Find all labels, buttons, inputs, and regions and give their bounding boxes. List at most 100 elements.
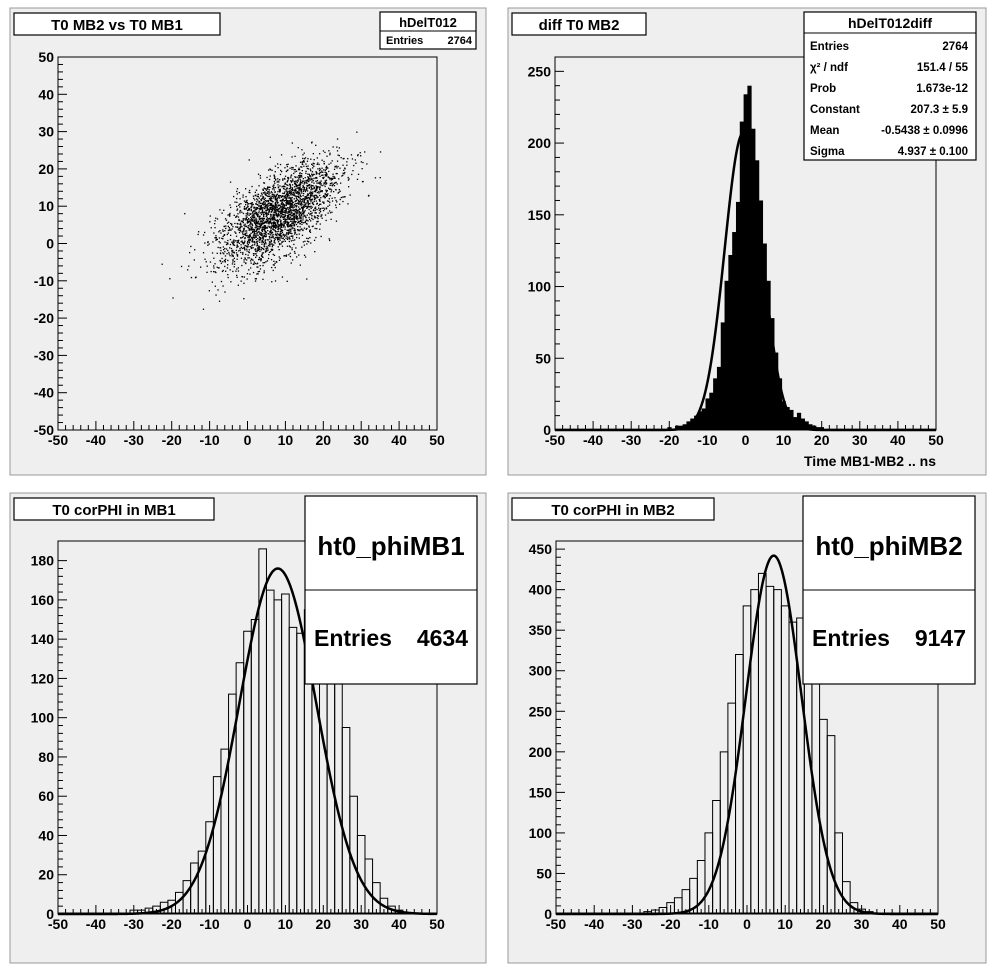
scatter-point: [226, 233, 228, 236]
scatter-point: [229, 215, 231, 217]
pad-title: T0 MB2 vs T0 MB1: [51, 17, 183, 34]
scatter-point: [329, 212, 332, 214]
scatter-point: [314, 216, 316, 218]
scatter-point: [292, 222, 294, 225]
y-tick-label: 450: [529, 541, 553, 557]
scatter-point: [202, 234, 205, 236]
scatter-point: [293, 203, 296, 205]
scatter-point: [245, 200, 247, 202]
scatter-point: [302, 209, 304, 211]
scatter-point: [348, 178, 350, 180]
scatter-point: [249, 203, 251, 205]
scatter-point: [313, 215, 316, 217]
scatter-point: [281, 207, 284, 210]
scatter-point: [261, 221, 263, 223]
scatter-point: [317, 187, 319, 189]
scatter-point: [294, 239, 296, 241]
scatter-point: [355, 162, 357, 164]
scatter-point: [208, 290, 210, 292]
scatter-point: [311, 206, 313, 208]
scatter-point: [266, 212, 268, 214]
scatter-point: [210, 227, 212, 229]
scatter-point: [279, 163, 282, 166]
scatter-point: [326, 189, 328, 192]
scatter-point: [260, 259, 262, 261]
x-tick-label: -30: [124, 916, 144, 932]
scatter-point: [328, 238, 330, 240]
scatter-point: [283, 235, 286, 238]
scatter-point: [334, 197, 336, 199]
scatter-point: [283, 225, 285, 227]
scatter-point: [236, 188, 239, 190]
scatter-point: [312, 180, 314, 182]
scatter-point: [275, 208, 277, 211]
scatter-point: [294, 228, 296, 230]
scatter-point: [333, 168, 336, 170]
scatter-point: [262, 207, 264, 209]
scatter-point: [326, 200, 329, 202]
scatter-point: [281, 245, 284, 247]
scatter-point: [255, 207, 257, 209]
scatter-point: [301, 188, 303, 190]
scatter-point: [325, 219, 327, 222]
scatter-point: [293, 220, 295, 223]
scatter-point: [252, 239, 254, 241]
scatter-point: [293, 224, 296, 226]
scatter-point: [264, 212, 267, 214]
scatter-point: [227, 249, 229, 252]
scatter-point: [315, 180, 317, 182]
scatter-point: [285, 188, 287, 191]
scatter-point: [294, 155, 296, 157]
scatter-point: [285, 198, 287, 200]
scatter-point: [282, 179, 284, 181]
scatter-point: [280, 229, 282, 231]
scatter-point: [274, 171, 276, 173]
scatter-point: [301, 223, 303, 225]
scatter-point: [246, 234, 248, 237]
scatter-point: [272, 233, 274, 236]
scatter-point: [253, 210, 255, 212]
scatter-point: [301, 206, 303, 209]
scatter-point: [244, 237, 246, 240]
scatter-point: [379, 177, 381, 179]
y-tick-label: 0: [544, 906, 552, 922]
scatter-point: [282, 192, 284, 194]
scatter-point: [314, 217, 316, 219]
scatter-point: [254, 191, 256, 193]
scatter-point: [336, 138, 339, 140]
scatter-point: [269, 198, 272, 201]
scatter-point: [259, 246, 261, 248]
scatter-point: [276, 209, 278, 211]
scatter-point: [286, 191, 288, 194]
scatter-point: [238, 242, 240, 244]
scatter-point: [303, 160, 305, 162]
scatter-point: [277, 167, 279, 169]
scatter-point: [300, 202, 302, 205]
scatter-point: [343, 173, 345, 175]
scatter-point: [336, 167, 338, 169]
scatter-point: [251, 202, 253, 204]
y-tick-label: 300: [529, 663, 553, 679]
scatter-point: [241, 236, 244, 239]
scatter-point: [290, 174, 293, 176]
scatter-point: [306, 237, 308, 239]
scatter-point: [342, 164, 344, 166]
scatter-point: [354, 159, 356, 161]
scatter-point: [292, 178, 294, 180]
scatter-point: [269, 232, 272, 234]
scatter-point: [331, 197, 333, 199]
scatter-point: [288, 213, 290, 216]
scatter-point: [243, 224, 245, 226]
scatter-point: [252, 228, 254, 231]
scatter-point: [333, 185, 336, 187]
scatter-point: [274, 225, 277, 227]
scatter-point: [279, 189, 281, 191]
scatter-point: [255, 253, 257, 255]
scatter-point: [269, 222, 271, 224]
scatter-point: [319, 209, 321, 211]
scatter-point: [262, 233, 264, 235]
scatter-point: [254, 199, 256, 201]
scatter-point: [232, 244, 235, 246]
scatter-point: [225, 270, 227, 272]
scatter-point: [330, 191, 332, 193]
